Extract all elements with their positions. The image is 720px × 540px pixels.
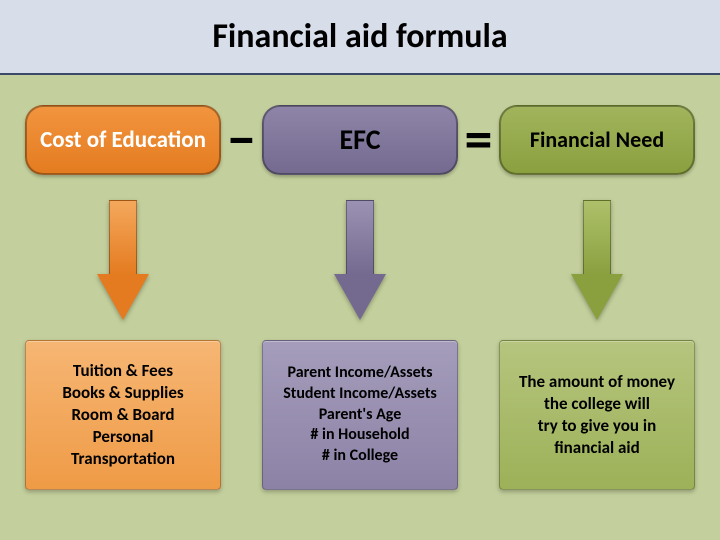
detail-box-cost: Tuition & FeesBooks & SuppliesRoom & Boa… [25,340,221,490]
arrow-head [571,274,623,320]
slide: Financial aid formula Cost of Education … [0,0,720,540]
detail-line: Parent's Age [319,405,402,426]
arrow-shaft [346,200,374,275]
formula-row: Cost of Education Tuition & FeesBooks & … [0,75,720,540]
detail-line: Tuition & Fees [73,360,173,382]
arrow-shaft [583,200,611,275]
arrow-wrap-cost [97,195,149,325]
arrow-shaft [109,200,137,275]
pill-efc-label: EFC [339,125,380,154]
operator-minus: − [222,105,262,175]
pill-cost: Cost of Education [25,105,221,175]
detail-box-efc: Parent Income/AssetsStudent Income/Asset… [262,340,458,490]
detail-line: Books & Supplies [62,382,183,404]
arrow-down-icon [571,200,623,320]
detail-line: financial aid [554,437,639,459]
detail-line: Room & Board [71,404,174,426]
detail-line: # in Household [310,425,409,446]
detail-box-need: The amount of moneythe college willtry t… [499,340,695,490]
pill-need-label: Financial Need [530,128,664,151]
detail-line: Parent Income/Assets [288,363,433,384]
detail-line: The amount of money [519,371,675,393]
detail-line: # in College [322,446,398,467]
title-bar: Financial aid formula [0,0,720,75]
arrow-head [334,274,386,320]
content-area: Cost of Education Tuition & FeesBooks & … [0,75,720,540]
pill-need: Financial Need [499,105,695,175]
operator-equals: = [459,105,499,175]
arrow-wrap-efc [334,195,386,325]
slide-title: Financial aid formula [212,16,507,57]
detail-line: Transportation [71,448,175,470]
column-efc: EFC Parent Income/AssetsStudent Income/A… [262,105,458,490]
detail-line: the college will [544,393,650,415]
pill-cost-label: Cost of Education [40,128,206,152]
arrow-down-icon [97,200,149,320]
arrow-down-icon [334,200,386,320]
detail-line: Student Income/Assets [283,384,437,405]
detail-line: try to give you in [538,415,656,437]
detail-line: Personal [93,426,154,448]
arrow-head [97,274,149,320]
column-cost: Cost of Education Tuition & FeesBooks & … [25,105,221,490]
pill-efc: EFC [262,105,458,175]
column-need: Financial Need The amount of moneythe co… [499,105,695,490]
arrow-wrap-need [571,195,623,325]
